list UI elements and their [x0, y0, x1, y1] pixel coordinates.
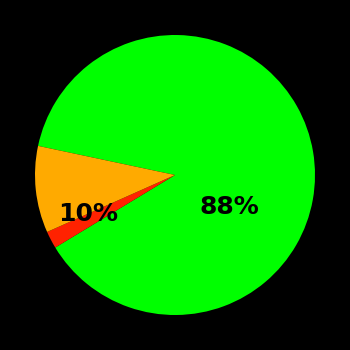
Text: 88%: 88%: [200, 195, 259, 218]
Wedge shape: [47, 175, 175, 247]
Wedge shape: [38, 35, 315, 315]
Wedge shape: [35, 146, 175, 232]
Text: 10%: 10%: [58, 202, 118, 226]
